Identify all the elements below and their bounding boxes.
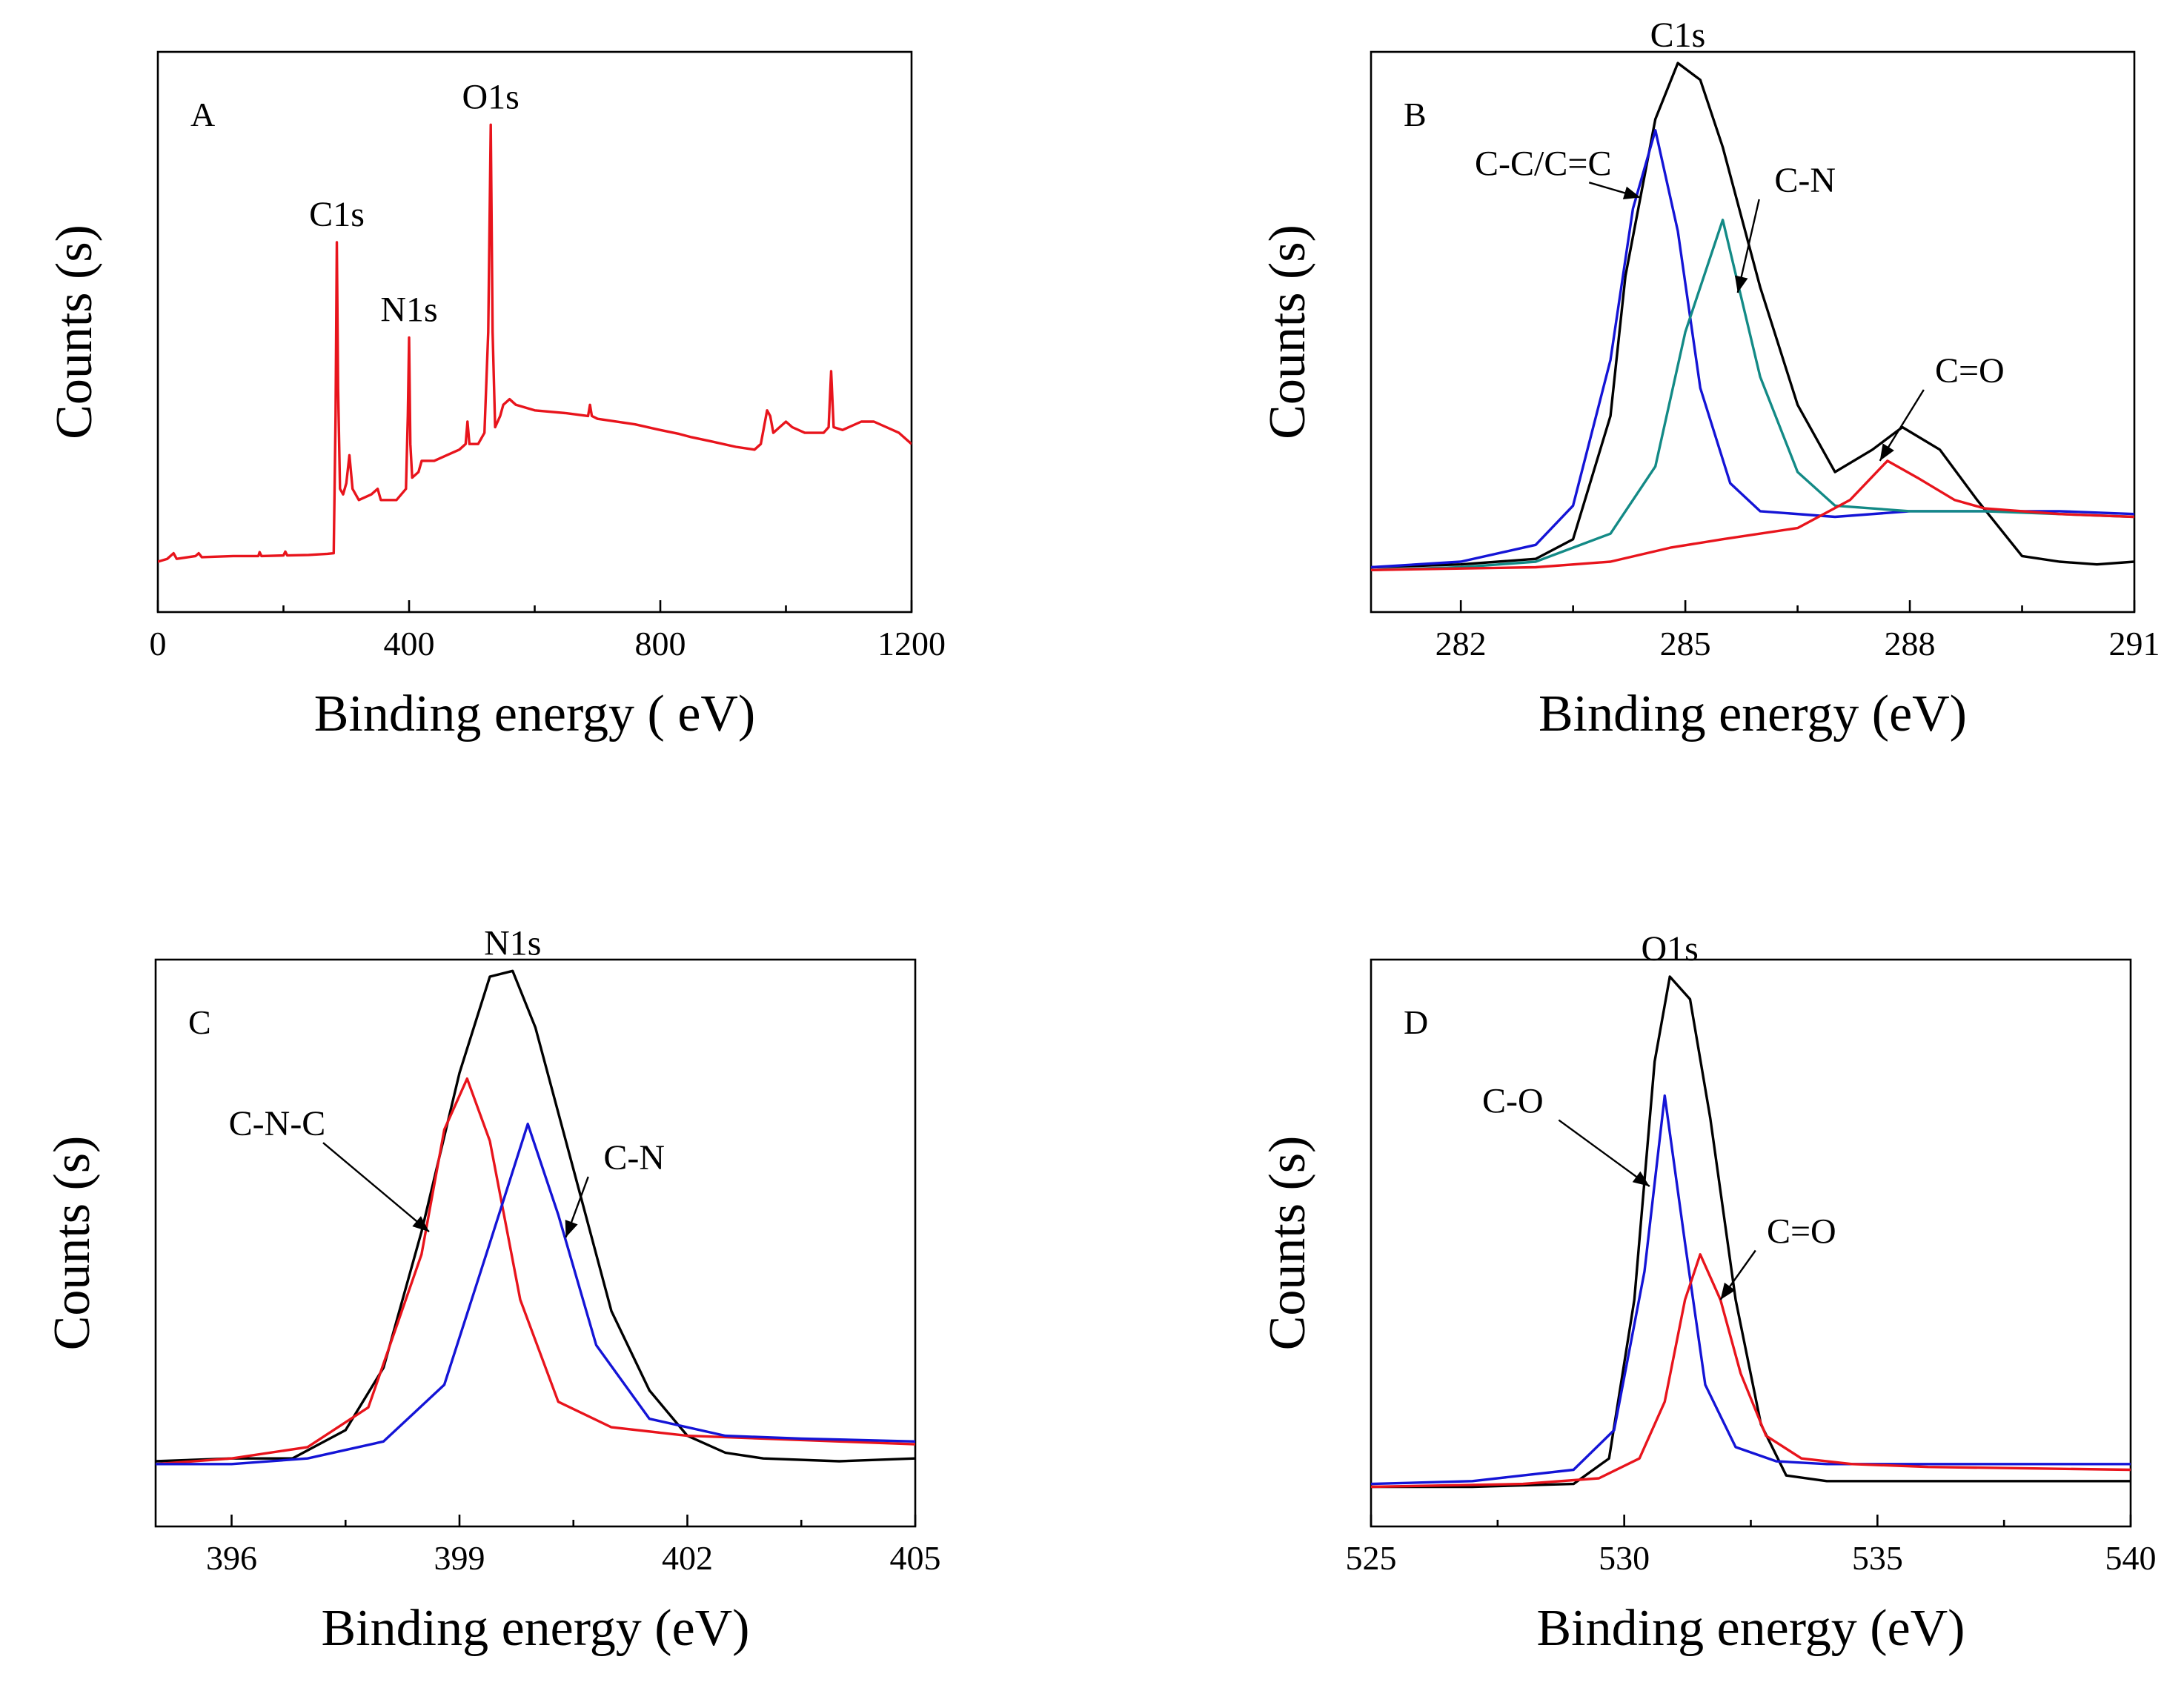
panel-b: 282 285 288 291 Binding energy (eV) Counts (s… xyxy=(1259,16,2160,742)
series-c-o xyxy=(1371,1094,2131,1486)
series-c-o xyxy=(1371,1253,2131,1489)
component-label: C-C/C=C xyxy=(1475,144,1611,183)
arrow-line xyxy=(322,1142,430,1233)
x-tick-label: 535 xyxy=(1852,1539,1903,1577)
arrow-head xyxy=(565,1220,578,1237)
x-tick-label: 0 xyxy=(150,625,167,662)
panel-label: C xyxy=(188,1003,211,1041)
x-tick-label: 405 xyxy=(890,1539,941,1577)
component-label: C-N-C xyxy=(229,1104,326,1143)
series-c-n xyxy=(1371,219,2134,571)
series-c-o xyxy=(1371,459,2134,571)
series-survey xyxy=(158,123,912,563)
y-axis-label: Counts (s) xyxy=(1259,1136,1316,1351)
x-axis-label: Binding energy ( eV) xyxy=(314,685,756,742)
arrow-head xyxy=(1734,275,1748,293)
x-tick-label: 285 xyxy=(1660,625,1711,662)
panel-c: 396 399 402 405 Binding energy (eV) Counts (s… xyxy=(44,923,941,1657)
component-label: C=O xyxy=(1767,1212,1836,1252)
panel-d: 525 530 535 540 Binding energy (eV) Counts (s… xyxy=(1259,929,2157,1657)
x-tick-label: 282 xyxy=(1435,625,1487,662)
peak-label: N1s xyxy=(380,290,437,330)
component-label: C-O xyxy=(1482,1082,1544,1121)
x-tick-label: 400 xyxy=(384,625,435,662)
panel-label: D xyxy=(1404,1003,1428,1041)
plot-frame xyxy=(1370,958,2132,1528)
peak-title: N1s xyxy=(484,923,541,963)
series-c-n xyxy=(156,1123,915,1466)
y-axis-label: Counts (s) xyxy=(1259,225,1316,439)
peak-label: O1s xyxy=(462,77,520,116)
peak-title: O1s xyxy=(1641,929,1698,968)
panel-label: A xyxy=(190,96,215,133)
x-tick-label: 288 xyxy=(1885,625,1936,662)
series-c-n-c xyxy=(156,1077,915,1466)
x-tick-label: 399 xyxy=(434,1539,485,1577)
arrow-line xyxy=(1558,1119,1650,1187)
peak-title: C1s xyxy=(1650,16,1706,55)
x-tick-label: 396 xyxy=(206,1539,257,1577)
panel-label: B xyxy=(1404,96,1427,133)
plot-frame xyxy=(156,50,913,614)
series-envelope xyxy=(1371,975,2131,1489)
plot-frame xyxy=(154,958,917,1528)
component-label: C-N xyxy=(1774,161,1836,200)
arrow-head xyxy=(1622,186,1641,200)
x-axis-label: Binding energy (eV) xyxy=(1539,685,1967,742)
series-envelope xyxy=(1371,62,2134,569)
x-tick-label: 1200 xyxy=(877,625,946,662)
x-tick-label: 291 xyxy=(2109,625,2160,662)
x-tick-label: 800 xyxy=(635,625,686,662)
component-label: C-N xyxy=(603,1138,665,1177)
arrow-head xyxy=(1879,443,1894,461)
peak-label: C1s xyxy=(309,195,365,234)
panel-a: 0 400 800 1200 Binding energy ( eV) Counts (s… xyxy=(46,50,946,742)
x-tick-label: 540 xyxy=(2105,1539,2157,1577)
y-axis-label: Counts (s) xyxy=(46,225,103,439)
series-envelope xyxy=(156,969,915,1463)
arrow-head xyxy=(1632,1171,1650,1186)
x-axis-label: Binding energy (eV) xyxy=(1536,1600,1965,1657)
component-label: C=O xyxy=(1935,351,2005,391)
x-tick-label: 402 xyxy=(662,1539,713,1577)
plot-frame xyxy=(1370,50,2136,614)
x-axis-label: Binding energy (eV) xyxy=(321,1600,749,1657)
x-tick-label: 525 xyxy=(1346,1539,1397,1577)
y-axis-label: Counts (s) xyxy=(44,1136,101,1351)
x-tick-label: 530 xyxy=(1599,1539,1650,1577)
arrow-head xyxy=(412,1216,429,1232)
arrow-head xyxy=(1720,1282,1736,1300)
